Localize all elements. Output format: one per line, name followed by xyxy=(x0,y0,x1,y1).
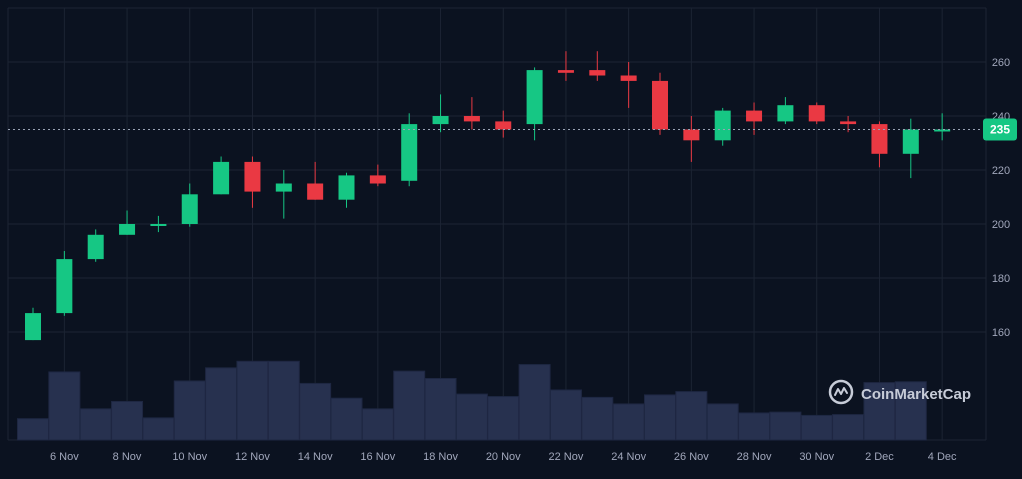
candle-body xyxy=(181,194,198,224)
x-tick-label: 16 Nov xyxy=(360,451,395,463)
y-tick-label: 260 xyxy=(992,57,1010,69)
y-tick-label: 200 xyxy=(992,219,1010,231)
candle-body xyxy=(275,183,292,192)
candle-body xyxy=(746,110,763,122)
volume-bar xyxy=(769,411,802,441)
volume-bar xyxy=(800,414,833,441)
candle-body xyxy=(808,105,825,122)
x-tick-label: 28 Nov xyxy=(737,451,772,463)
x-tick-label: 30 Nov xyxy=(799,451,834,463)
volume-bar xyxy=(644,394,676,441)
candle-body xyxy=(338,175,355,200)
volume-bar xyxy=(142,417,175,441)
candle-body xyxy=(620,75,637,81)
candle-body xyxy=(934,129,951,132)
candle-body xyxy=(150,224,167,226)
volume-bar xyxy=(393,370,426,441)
x-tick-label: 18 Nov xyxy=(423,451,458,463)
candle-body xyxy=(871,124,888,154)
y-tick-label: 160 xyxy=(992,327,1010,339)
candle-body xyxy=(213,161,230,195)
candle-body xyxy=(119,224,136,235)
x-tick-label: 2 Dec xyxy=(865,451,894,463)
x-tick-label: 12 Nov xyxy=(235,451,270,463)
x-tick-label: 14 Nov xyxy=(298,451,333,463)
volume-bar xyxy=(17,418,49,441)
x-tick-label: 20 Nov xyxy=(486,451,521,463)
volume-layer xyxy=(17,360,927,441)
volume-bar xyxy=(48,371,81,441)
candle-body xyxy=(463,116,480,122)
candle-body xyxy=(714,110,731,141)
volume-bar xyxy=(173,380,206,441)
volume-bar xyxy=(549,389,582,441)
candle-body xyxy=(652,80,668,130)
volume-bar xyxy=(675,391,708,441)
candle-body xyxy=(777,105,794,122)
volume-bar xyxy=(894,381,927,441)
x-tick-label: 8 Nov xyxy=(113,451,142,463)
x-axis: 6 Nov 8 Nov 10 Nov 12 Nov 14 Nov 16 Nov 18 Nov… xyxy=(50,451,957,463)
volume-bar xyxy=(832,414,865,441)
watermark-text: CoinMarketCap xyxy=(861,386,971,403)
candle-body xyxy=(432,116,449,125)
candle-body xyxy=(902,129,919,154)
candle-body xyxy=(369,175,386,184)
candle-body xyxy=(307,183,324,200)
x-tick-label: 24 Nov xyxy=(611,451,646,463)
volume-bar xyxy=(79,408,112,441)
volume-bar xyxy=(111,400,144,441)
volume-bar xyxy=(424,378,457,441)
x-tick-label: 26 Nov xyxy=(674,451,709,463)
coinmarketcap-logo-wave xyxy=(834,387,848,396)
current-price-tag-bg xyxy=(983,118,1017,141)
volume-bar xyxy=(612,403,645,441)
coinmarketcap-logo-icon xyxy=(828,379,854,405)
coinmarketcap-watermark: CoinMarketCap xyxy=(828,379,971,405)
x-tick-label: 10 Nov xyxy=(172,451,207,463)
volume-bar xyxy=(706,403,739,441)
volume-bar xyxy=(487,396,520,441)
candle-body xyxy=(401,124,418,181)
candle-body xyxy=(244,161,261,192)
candle-body xyxy=(683,129,700,141)
x-tick-label: 22 Nov xyxy=(549,451,584,463)
candle-body xyxy=(557,70,574,73)
volume-bar xyxy=(455,393,488,441)
y-tick-label: 180 xyxy=(992,273,1010,285)
volume-bar xyxy=(236,360,269,441)
volume-bar xyxy=(330,397,363,441)
x-tick-label: 4 Dec xyxy=(928,451,957,463)
volume-bar xyxy=(738,412,771,441)
volume-bar xyxy=(205,367,238,441)
volume-bar xyxy=(581,396,614,441)
current-price-tag: 235 xyxy=(983,118,1017,141)
candle-body xyxy=(589,70,606,76)
candle-body xyxy=(25,313,41,341)
candle-body xyxy=(87,234,104,260)
volume-bar xyxy=(863,382,896,441)
volume-bar xyxy=(361,408,394,441)
volume-bar xyxy=(518,364,551,441)
current-price-value: 235 xyxy=(990,123,1010,137)
candle-body xyxy=(840,121,857,125)
volume-bar xyxy=(299,382,332,441)
candle-body xyxy=(526,70,543,125)
candle-body xyxy=(495,121,512,130)
candle-body xyxy=(56,259,73,314)
y-tick-label: 220 xyxy=(992,165,1010,177)
x-tick-label: 6 Nov xyxy=(50,451,79,463)
volume-bar xyxy=(267,360,300,441)
candle-layer xyxy=(25,51,951,341)
